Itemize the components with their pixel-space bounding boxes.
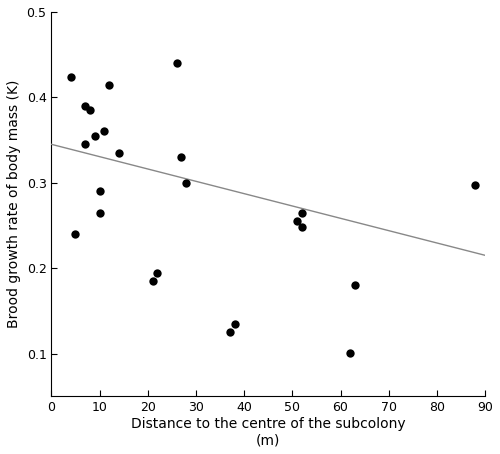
Point: [226, 329, 234, 336]
Point: [96, 209, 104, 216]
Point: [72, 230, 80, 237]
Point: [298, 223, 306, 231]
Point: [298, 209, 306, 216]
Point: [81, 102, 89, 109]
Point: [86, 107, 94, 114]
Point: [293, 217, 301, 225]
Point: [148, 277, 156, 285]
X-axis label: Distance to the centre of the subcolony
(m): Distance to the centre of the subcolony …: [131, 417, 406, 447]
Point: [172, 59, 180, 67]
Point: [182, 179, 190, 186]
Point: [472, 182, 480, 189]
Point: [178, 153, 186, 161]
Point: [351, 281, 359, 289]
Point: [346, 349, 354, 356]
Point: [105, 81, 113, 88]
Point: [115, 149, 123, 157]
Point: [230, 320, 238, 327]
Point: [81, 141, 89, 148]
Point: [100, 128, 108, 135]
Point: [90, 132, 98, 139]
Point: [154, 270, 162, 277]
Point: [96, 188, 104, 195]
Point: [66, 73, 74, 80]
Y-axis label: Brood growth rate of body mass (K): Brood growth rate of body mass (K): [7, 80, 21, 328]
